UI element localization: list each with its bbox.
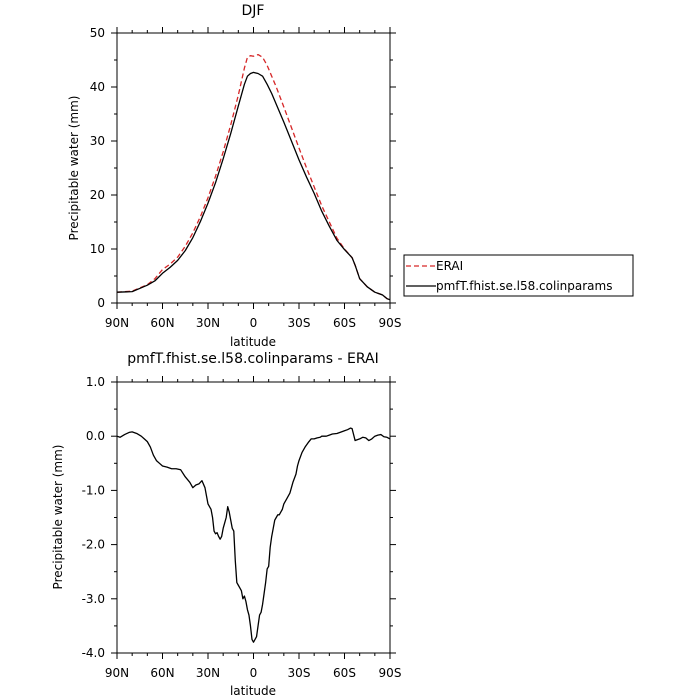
bottom-x-axis: 90N 60N 30N 0 30S 60S 90S — [105, 376, 402, 680]
bottom-y-tick-label: 1.0 — [86, 375, 105, 389]
bottom-plot-frame — [116, 381, 391, 654]
top-x-tick-label: 90N — [105, 316, 129, 330]
bottom-x-tick-label: 0 — [250, 666, 258, 680]
top-y-tick-label: 20 — [90, 188, 105, 202]
bottom-chart-title: pmfT.fhist.se.l58.colinparams - ERAI — [127, 351, 379, 367]
bottom-x-tick-label: 60N — [150, 666, 174, 680]
bottom-y-tick-label: -1.0 — [82, 483, 105, 497]
legend-label-model: pmfT.fhist.se.l58.colinparams — [436, 279, 612, 293]
top-x-axis-label: latitude — [230, 335, 276, 349]
top-y-tick-label: 30 — [90, 134, 105, 148]
legend-box — [403, 254, 634, 297]
top-x-tick-label: 30N — [196, 316, 220, 330]
bottom-series-line-0 — [116, 427, 391, 643]
top-series-line-1 — [116, 71, 391, 301]
top-series-line-0 — [116, 53, 391, 301]
top-series-group — [116, 53, 391, 301]
bottom-chart: pmfT.fhist.se.l58.colinparams - ERAI -4.… — [51, 351, 401, 698]
bottom-y-axis-label: Precipitable water (mm) — [51, 445, 65, 590]
bottom-series-group — [116, 427, 391, 643]
bottom-x-axis-label: latitude — [230, 684, 276, 698]
bottom-x-tick-label: 30S — [288, 666, 311, 680]
bottom-x-tick-label: 60S — [333, 666, 356, 680]
top-y-tick-label: 50 — [90, 26, 105, 40]
top-x-axis: 90N 60N 30N 0 30S 60S 90S — [105, 27, 402, 330]
bottom-x-tick-label: 90N — [105, 666, 129, 680]
top-y-axis-label: Precipitable water (mm) — [67, 96, 81, 241]
top-y-tick-label: 40 — [90, 80, 105, 94]
top-x-tick-label: 90S — [379, 316, 402, 330]
bottom-y-tick-label: -4.0 — [82, 646, 105, 660]
top-plot-frame — [116, 32, 391, 304]
bottom-y-axis: -4.0 -3.0 -2.0 -1.0 0.0 1.0 — [82, 375, 396, 660]
top-x-tick-label: 60N — [150, 316, 174, 330]
top-chart: DJF 0 10 20 30 40 50 90N 60N 30N 0 30S 60S 90S lati… — [67, 3, 634, 349]
legend-label-erai: ERAI — [436, 259, 463, 273]
bottom-x-tick-label: 30N — [196, 666, 220, 680]
top-y-axis: 0 10 20 30 40 50 — [90, 26, 396, 310]
bottom-y-tick-label: 0.0 — [86, 429, 105, 443]
top-y-tick-label: 10 — [90, 242, 105, 256]
top-x-tick-label: 60S — [333, 316, 356, 330]
legend: ERAI pmfT.fhist.se.l58.colinparams — [403, 254, 634, 297]
bottom-y-tick-label: -2.0 — [82, 538, 105, 552]
top-y-tick-label: 0 — [97, 296, 105, 310]
top-x-tick-label: 30S — [288, 316, 311, 330]
top-x-tick-label: 0 — [250, 316, 258, 330]
bottom-y-tick-label: -3.0 — [82, 592, 105, 606]
bottom-x-tick-label: 90S — [379, 666, 402, 680]
top-chart-title: DJF — [242, 3, 265, 19]
